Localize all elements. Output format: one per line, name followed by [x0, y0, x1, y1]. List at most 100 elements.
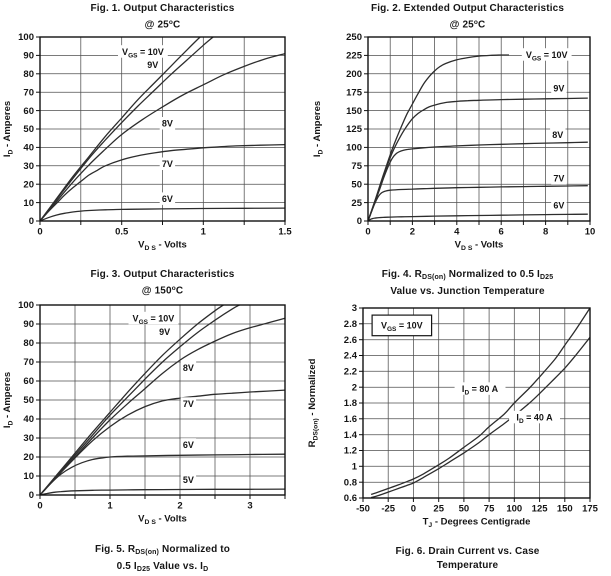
y-tick-label: 2.2: [344, 367, 357, 378]
y-tick-label: 2.6: [344, 335, 357, 346]
y-tick-label: 225: [346, 51, 363, 62]
curves: [370, 307, 591, 499]
x-tick-label: 75: [484, 504, 495, 515]
x-tick-label: 10: [585, 227, 596, 238]
y-axis-title: ID - Amperes: [2, 372, 14, 428]
figure-4-title: Fig. 4. RDS(on) Normalized to 0.5 ID25 V…: [330, 268, 605, 298]
x-tick-label: 175: [582, 504, 599, 515]
curve-VGS-9V: [40, 36, 214, 222]
y-tick-label: 90: [23, 319, 34, 330]
curve-VGS-9V: [368, 97, 588, 222]
y-tick-label: 50: [23, 395, 34, 406]
curves: [40, 304, 286, 496]
curve-VGS-9V: [40, 304, 240, 496]
x-tick-label: 4: [454, 227, 460, 238]
y-tick-label: 10: [23, 198, 34, 209]
curve-label: 7V: [162, 159, 173, 169]
figure-2-title: Fig. 2. Extended Output Characteristics …: [330, 2, 605, 32]
y-tick-label: 80: [23, 69, 34, 80]
labels: VGS = 10V ID = 80 A ID = 40 A: [371, 314, 560, 425]
y-tick-label: 40: [23, 143, 34, 154]
x-axis-title: VD S - Volts: [455, 240, 504, 252]
y-tick-label: 250: [346, 32, 362, 43]
curve-label-mask: [551, 199, 567, 212]
y-tick-label: 100: [18, 300, 34, 311]
figure-3-title: Fig. 3. Output Characteristics @ 150oC: [20, 268, 305, 298]
vgs-annotation-box: [371, 314, 433, 337]
y-tick-label: 80: [23, 338, 34, 349]
curve-label-mask: [550, 128, 566, 141]
curve-label-mask: [118, 45, 168, 58]
y-tick-label: 30: [23, 161, 34, 172]
curve-label: 8V: [552, 130, 563, 140]
x-tick-label: 50: [459, 504, 470, 515]
figure-3-title-line-1: Fig. 3. Output Characteristics: [90, 269, 235, 280]
curve-label: 8V: [183, 363, 194, 373]
y-tick-label: 2.8: [344, 319, 357, 330]
x-tick-label: 6: [499, 227, 504, 238]
figure-4-chart: VGS = 10V ID = 80 A ID = 40 A -50 -25 0 25 50 75…: [307, 303, 599, 529]
curve-VGS-5V: [40, 488, 286, 496]
figure-6-caption-line-1: Fig. 6. Drain Current vs. Case: [395, 546, 540, 557]
gridlines: [363, 308, 590, 498]
y-tick-label: 50: [351, 179, 362, 190]
curve-label-mask: [159, 117, 176, 130]
x-tick-label: 125: [532, 504, 549, 515]
curve-label-mask: [180, 473, 197, 486]
curve-label: VGS = 10V: [133, 314, 175, 326]
curve-label: 6V: [553, 201, 564, 211]
figure-6-caption-line-2: Temperature: [436, 559, 499, 571]
y-tick-label: 2.4: [344, 351, 358, 362]
figure-5-caption-line-2: 0.5 ID25 Value vs. ID: [116, 560, 209, 573]
figure-6-caption: Fig. 6. Drain Current vs. Case Temperatu…: [330, 545, 605, 572]
curve-VGS-10V: [368, 54, 509, 222]
y-tick-label: 75: [351, 161, 362, 172]
curves: [368, 54, 588, 222]
figure-3-title-line-2: @ 150oC: [141, 284, 184, 297]
curve-label-mask: [509, 410, 560, 424]
y-tick-label: 150: [346, 106, 362, 117]
x-tick-label: 0: [37, 227, 42, 238]
y-tick-label: 0.8: [344, 477, 357, 488]
curve-VGS-10V: [40, 304, 224, 496]
y-tick-label: 1.4: [344, 430, 358, 441]
x-tick-label: 0: [365, 227, 370, 238]
y-tick-label: 1.6: [344, 414, 357, 425]
curve-label-mask: [521, 48, 572, 61]
x-tick-label: 3: [247, 501, 252, 512]
curve-VGS-7V: [40, 143, 286, 222]
curve-VGS-8V: [40, 52, 286, 222]
x-tick-label: 2: [410, 227, 415, 238]
x-tick-label: -50: [356, 504, 370, 515]
curve-label-mask: [180, 438, 197, 451]
y-tick-label: 70: [23, 357, 34, 368]
y-tick-label: 60: [23, 376, 34, 387]
y-tick-label: 70: [23, 87, 34, 98]
y-tick-label: 90: [23, 51, 34, 62]
y-tick-label: 1.8: [344, 398, 357, 409]
y-tick-label: 0.6: [344, 493, 357, 504]
curve-label: VGS = 10V: [122, 47, 164, 59]
figure-1-title-line-1: Fig. 1. Output Characteristics: [90, 3, 235, 14]
y-tick-label: 20: [23, 452, 34, 463]
y-tick-label: 125: [346, 124, 363, 135]
y-tick-label: 60: [23, 106, 34, 117]
y-tick-label: 3: [352, 303, 357, 314]
curve-label-mask: [159, 157, 176, 170]
curve-label: 5V: [183, 475, 194, 485]
curve-label-mask: [159, 192, 176, 205]
x-tick-label: 0: [37, 501, 42, 512]
y-tick-label: 30: [23, 433, 34, 444]
curve-label: 6V: [183, 440, 194, 450]
curve-VGS-7V: [40, 389, 286, 496]
y-tick-label: 1: [352, 462, 358, 473]
y-tick-label: 50: [23, 124, 34, 135]
curve-label-mask: [551, 82, 567, 95]
curves: [40, 36, 286, 222]
curve-VGS-8V: [40, 317, 286, 496]
y-tick-label: 1.2: [344, 446, 357, 457]
